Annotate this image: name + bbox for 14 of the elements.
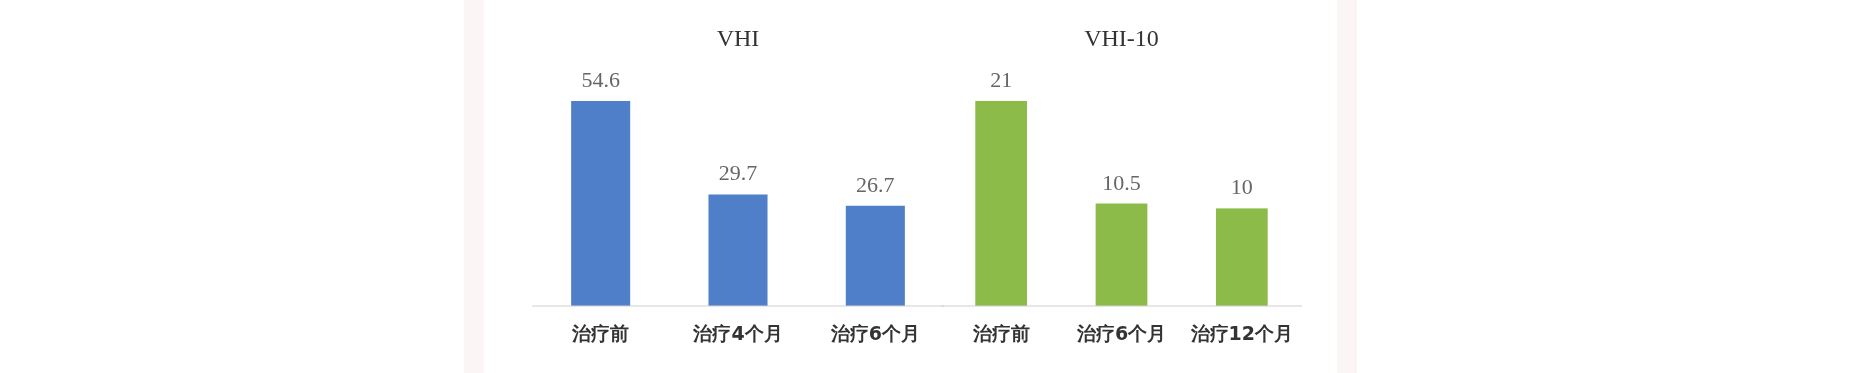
data-label: 54.6 [581,67,620,92]
chart-title: VHI-10 [1084,25,1159,51]
data-label: 21 [990,67,1013,92]
data-label: 29.7 [718,160,758,186]
chart-title: VHI [716,25,760,51]
x-tick-label: 治疗12个月 [1189,322,1294,344]
x-tick-label: 治疗前 [971,322,1030,344]
x-tick-label: 治疗前 [571,322,630,344]
data-label: 10 [1230,174,1253,200]
data-label: 10.5 [1102,169,1141,195]
x-tick-label: 治疗4个月 [692,322,783,344]
x-tick-label: 治疗6个月 [829,322,920,344]
data-label: 26.7 [856,171,895,197]
x-tick-label: 治疗6个月 [1075,322,1167,344]
